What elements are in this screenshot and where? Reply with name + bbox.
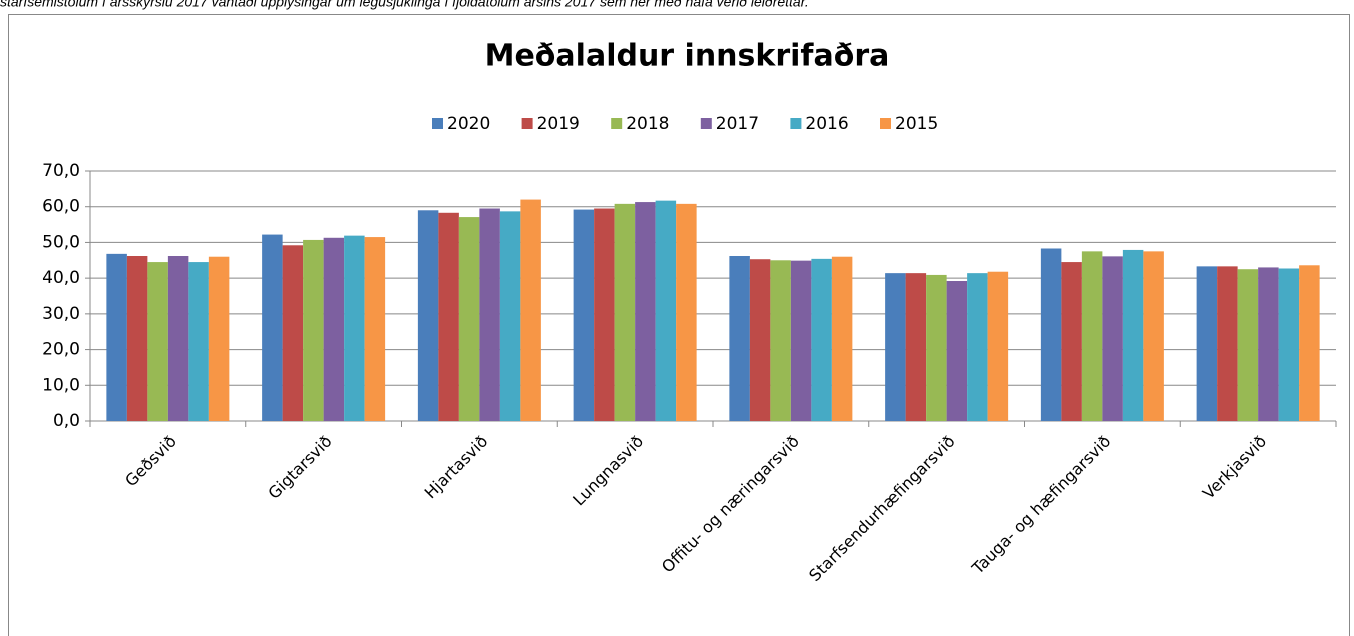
bar [635,202,656,421]
x-tick-label: Lungnasvið [569,432,647,510]
x-tick-label: Hjartasvið [421,432,492,503]
legend-label: 2019 [537,114,580,134]
bar [1237,269,1259,421]
bar [594,208,615,421]
bar [323,237,345,421]
y-tick-label: 50,0 [42,232,80,252]
bar [790,260,812,421]
bar [188,262,209,421]
bar [1081,251,1103,421]
bar [926,274,947,421]
bar [1143,251,1164,421]
bar [262,234,283,421]
bar [126,256,148,421]
bar [1061,262,1082,421]
legend-label: 2020 [447,114,490,134]
legend-swatch [611,118,623,129]
bar [282,245,304,421]
bar [811,258,832,421]
x-tick-label: Offitu- og næringarsvið [658,432,803,577]
bar [770,260,791,421]
bar [987,271,1009,421]
chart-frame [8,14,1350,636]
legend-swatch [432,118,443,129]
bar [364,237,386,421]
bar [208,256,230,421]
legend-swatch [790,118,802,129]
y-tick-label: 0,0 [53,411,80,431]
y-tick-label: 10,0 [42,375,80,395]
legend-label: 2015 [895,114,938,134]
x-tick-label: Starfsendurhæfingarsvið [805,432,958,585]
bar [676,203,697,421]
bar [885,273,906,421]
bar [749,259,771,421]
x-tick-label: Geðsvið [121,432,180,491]
bar [967,273,988,421]
y-tick-label: 60,0 [42,197,80,217]
bar [905,273,927,421]
legend-label: 2018 [626,114,669,134]
bar [479,208,500,421]
legend-label: 2016 [805,114,848,134]
bar [417,210,439,421]
legend-swatch [880,118,891,129]
bar [1258,267,1279,421]
bar [729,256,750,421]
legend-label: 2017 [716,114,759,134]
bar [1102,256,1123,421]
note: starfsemistölum í ársskýrslu 2017 vantað… [0,0,809,10]
x-tick-label: Verkjasvið [1199,432,1270,503]
y-tick-label: 70,0 [42,161,80,181]
bar [458,217,480,421]
bar [1122,249,1144,421]
bar [1196,266,1218,421]
bar [1278,268,1300,421]
bar [520,199,541,421]
x-tick-label: Gigtarsvið [264,432,335,503]
y-tick-label: 30,0 [42,304,80,324]
bar [573,209,595,421]
bar [831,256,853,421]
legend-swatch [521,118,533,129]
legend-swatch [700,118,712,129]
bar [147,262,168,421]
bar [946,281,968,421]
bar [499,211,521,421]
bar [344,235,365,421]
bar [1040,248,1062,421]
bar [106,253,127,421]
bar [655,200,677,421]
chart-title: Meðalaldur innskrifaðra [485,39,890,74]
x-tick-label: Tauga- og hæfingarsvið [968,432,1115,579]
bar [167,256,189,421]
y-tick-label: 20,0 [42,340,80,360]
bar [303,239,324,421]
y-tick-label: 40,0 [42,268,80,288]
bar [1299,265,1320,421]
bar [614,203,636,421]
bar [438,212,459,421]
bar [1217,266,1238,421]
